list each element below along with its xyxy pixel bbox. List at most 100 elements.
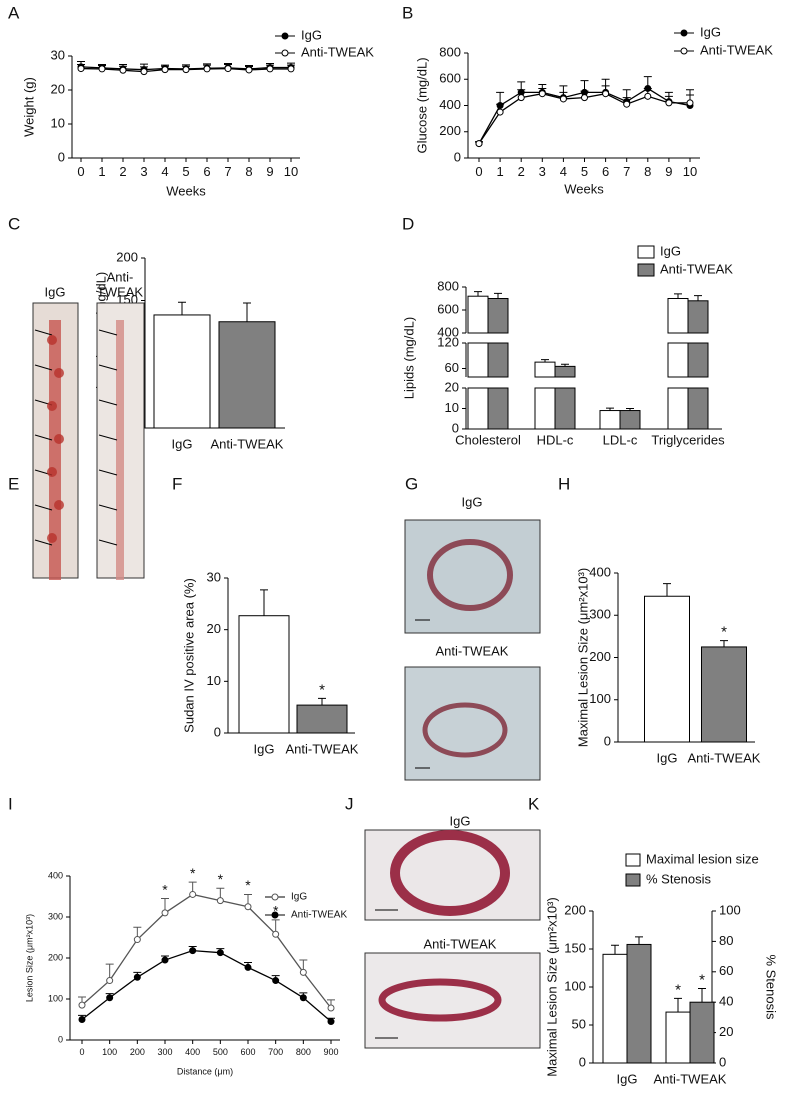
legend-label: % Stenosis [646,871,712,886]
x-tick-label: 3 [539,164,546,179]
y-axis-label: Glucose (mg/dL) [414,57,429,153]
significance: * [245,877,251,893]
y-tick-label: 30 [51,47,65,62]
y-tick-label: 0 [604,733,611,748]
lesion [47,335,57,345]
panel-letter: G [405,474,418,493]
y-axis-label: Lesion Size (μm²x10³) [24,914,34,1002]
x-tick-label: 1 [496,164,503,179]
significance: * [162,881,168,897]
marker [538,90,546,98]
marker [496,108,504,116]
y-axis-label: Sudan IV positive area (%) [181,578,196,733]
error-bar [635,936,643,945]
y-tick-label: 200 [589,649,611,664]
error-bar [474,291,482,297]
marker [119,66,127,74]
x-tick-label: 100 [102,1047,117,1057]
y-tick-label: 100 [48,993,63,1003]
y2-tick-label: 20 [719,1024,733,1039]
legend-label: IgG [660,243,681,258]
x-tick-label: Anti-TWEAK [688,750,761,765]
bar [667,342,689,378]
y-tick-label: 0 [579,1054,586,1069]
marker [106,994,114,1002]
panel-letter: A [8,3,20,22]
marker [244,903,252,911]
significance: * [721,624,727,641]
y-tick-label: 20 [445,379,459,394]
x-tick-label: 7 [623,164,630,179]
vessel [390,830,510,916]
panel-letter: D [402,214,414,233]
significance: * [319,681,325,698]
aorta [116,320,124,580]
y2-tick-label: 40 [719,994,733,1009]
significance: * [273,903,279,919]
marker [77,65,85,73]
photo [404,519,541,634]
significance: * [675,981,681,998]
bar [626,943,652,1064]
y-tick-label: 400 [439,97,461,112]
panel-letter: C [8,214,20,233]
y-tick-label: 20 [207,621,221,636]
marker [581,94,588,102]
pin [98,539,118,546]
x-tick-label: 5 [182,164,189,179]
y2-tick-label: 80 [719,933,733,948]
marker [299,994,307,1002]
marker [189,947,197,955]
photo [364,952,541,1049]
bar [534,387,556,430]
y2-tick-label: 60 [719,963,733,978]
x-tick-label: Triglycerides [651,432,725,447]
x-tick-label: 10 [284,164,298,179]
x-axis-label: Distance (μm) [177,1066,233,1076]
x-tick-label: 2 [119,164,126,179]
legend-label: IgG [301,27,322,42]
marker [559,95,567,103]
bar [218,321,276,429]
marker [133,973,141,981]
y-axis-label: Weight (g) [21,77,36,137]
y-tick-label: 0 [58,1034,63,1044]
pin [34,504,53,511]
y-tick-label: 300 [589,607,611,622]
marker [327,1004,335,1012]
bar [153,314,211,429]
marker [203,65,211,73]
y-tick-label: 400 [437,324,459,339]
vessel [378,978,502,1022]
x-axis-label: Weeks [166,183,206,198]
significance: * [699,971,705,988]
pin [34,434,53,441]
x-tick-label: 3 [140,164,147,179]
image-caption: IgG [45,284,66,299]
legend-marker [680,29,688,37]
y-tick-label: 0 [452,420,459,435]
bar [599,410,621,430]
lesion [47,401,57,411]
marker [78,1016,86,1023]
x-tick-label: 7 [224,164,231,179]
image-caption: IgG [462,494,483,509]
x-axis-label: Weeks [564,181,604,196]
marker [245,66,253,74]
bar [667,387,689,430]
bar [467,387,489,430]
series-line [81,949,332,1023]
marker [216,897,224,905]
bar [689,1001,715,1064]
x-tick-label: 5 [581,164,588,179]
marker [189,890,197,898]
lesion [47,533,57,543]
marker [623,100,631,108]
significance: * [218,871,224,887]
x-tick-label: 500 [213,1047,228,1057]
x-tick-label: 1 [98,164,105,179]
panel-letter: F [172,474,182,493]
bar [467,295,489,334]
bar [534,361,556,378]
image-caption: Anti-TWEAK [424,936,497,951]
